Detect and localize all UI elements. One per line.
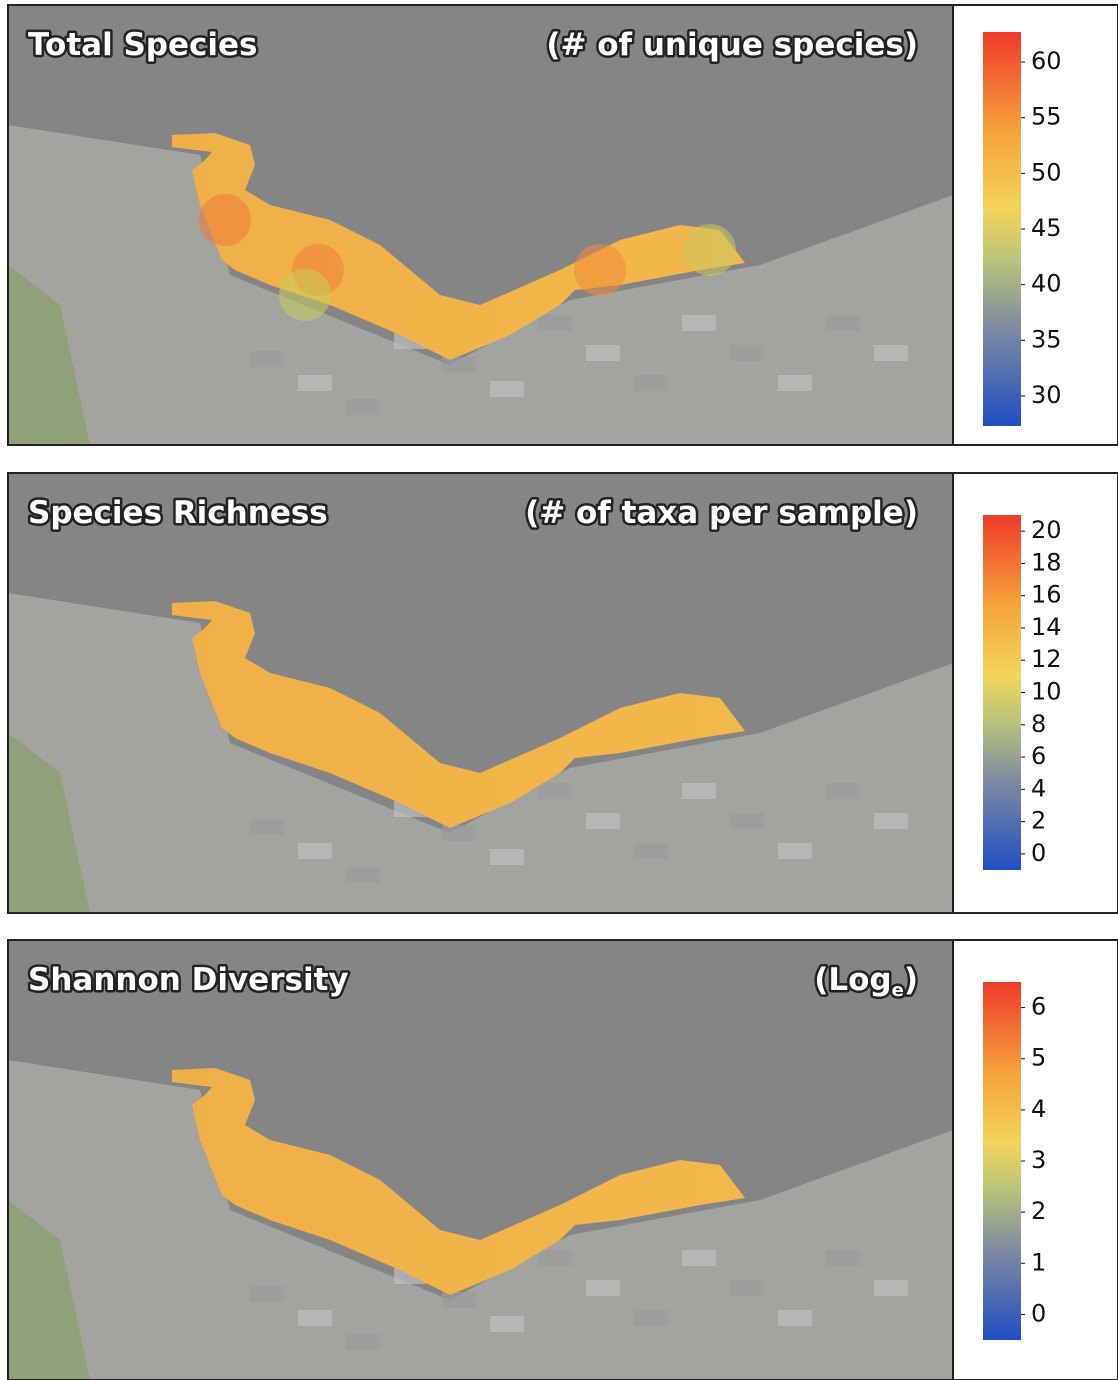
colorbar-tick-label: 50 — [1031, 158, 1062, 186]
colorbar-tick-label: 4 — [1031, 1095, 1046, 1123]
unit-part: (# of unique species) — [546, 27, 918, 63]
colorbar — [983, 982, 1021, 1340]
colorbar-tick-label: 60 — [1031, 47, 1062, 75]
building — [442, 1292, 476, 1308]
building — [826, 783, 860, 799]
colorbar-tick-label: 35 — [1031, 325, 1062, 353]
colorbar-tick-label: 20 — [1031, 516, 1062, 544]
colorbar-tick-label: 6 — [1031, 993, 1046, 1021]
unit-part: (Log — [814, 962, 891, 998]
colorbar-tick-label: 16 — [1031, 581, 1062, 609]
colorbar-tick-label: 40 — [1031, 270, 1062, 298]
building — [778, 1310, 812, 1326]
building — [490, 1316, 524, 1332]
building — [874, 345, 908, 361]
colorbar-tick-label: 12 — [1031, 645, 1062, 673]
building — [442, 357, 476, 373]
building — [538, 1250, 572, 1266]
panel-unit: (# of unique species) — [546, 27, 918, 63]
colorbar-tick-label: 5 — [1031, 1044, 1046, 1072]
unit-part: (# of taxa per sample) — [525, 495, 918, 531]
building — [730, 813, 764, 829]
colorbar-tick-label: 8 — [1031, 710, 1046, 738]
colorbar-tick-label: 0 — [1031, 839, 1046, 867]
building — [682, 783, 716, 799]
building — [778, 843, 812, 859]
building — [250, 351, 284, 367]
building — [298, 1310, 332, 1326]
building — [730, 345, 764, 361]
colorbar-tick-label: 55 — [1031, 103, 1062, 131]
panel: Shannon Diversity (Loge) 6 5 4 3 2 1 0 — [8, 940, 1118, 1380]
building — [586, 813, 620, 829]
building — [298, 375, 332, 391]
panel-title: Shannon Diversity — [28, 962, 349, 998]
colorbar — [983, 515, 1021, 870]
building — [538, 783, 572, 799]
hotspot — [199, 194, 251, 246]
hotspot — [279, 269, 331, 321]
panel: Total Species (# of unique species) 60 55 50… — [8, 5, 1118, 445]
building — [634, 375, 668, 391]
colorbar-tick-label: 1 — [1031, 1248, 1046, 1276]
building — [874, 813, 908, 829]
building — [874, 1280, 908, 1296]
colorbar-tick-label: 30 — [1031, 381, 1062, 409]
colorbar-tick-label: 6 — [1031, 742, 1046, 770]
colorbar-tick-label: 14 — [1031, 613, 1062, 641]
figure: Total Species(# of unique species)605550… — [0, 0, 1118, 1380]
building — [298, 843, 332, 859]
colorbar-tick-label: 3 — [1031, 1146, 1046, 1174]
building — [730, 1280, 764, 1296]
panel-unit: (# of taxa per sample) — [525, 495, 918, 531]
building — [250, 819, 284, 835]
panel-title: Species Richness — [28, 495, 328, 531]
colorbar-tick-label: 0 — [1031, 1299, 1046, 1327]
building — [490, 849, 524, 865]
building — [346, 1334, 380, 1350]
building — [778, 375, 812, 391]
building — [634, 1310, 668, 1326]
building — [682, 315, 716, 331]
page: Total Species(# of unique species)605550… — [0, 0, 1118, 1380]
building — [490, 381, 524, 397]
building — [346, 867, 380, 883]
panel-title: Total Species — [28, 27, 258, 63]
colorbar-tick-label: 18 — [1031, 548, 1062, 576]
building — [634, 843, 668, 859]
building — [586, 1280, 620, 1296]
colorbar-tick-label: 10 — [1031, 678, 1062, 706]
building — [586, 345, 620, 361]
colorbar-tick-label: 2 — [1031, 807, 1046, 835]
hotspot — [684, 224, 736, 276]
unit-part: e — [892, 980, 904, 1001]
hotspot — [574, 244, 626, 296]
building — [682, 1250, 716, 1266]
building — [346, 399, 380, 415]
unit-part: ) — [904, 962, 918, 998]
building — [250, 1286, 284, 1302]
colorbar-tick-label: 2 — [1031, 1197, 1046, 1225]
panel: Species Richness(# of taxa per sample)20… — [8, 473, 1118, 913]
building — [826, 315, 860, 331]
building — [826, 1250, 860, 1266]
building — [442, 825, 476, 841]
colorbar-tick-label: 45 — [1031, 214, 1062, 242]
building — [538, 315, 572, 331]
colorbar — [983, 32, 1021, 426]
colorbar-tick-label: 4 — [1031, 774, 1046, 802]
